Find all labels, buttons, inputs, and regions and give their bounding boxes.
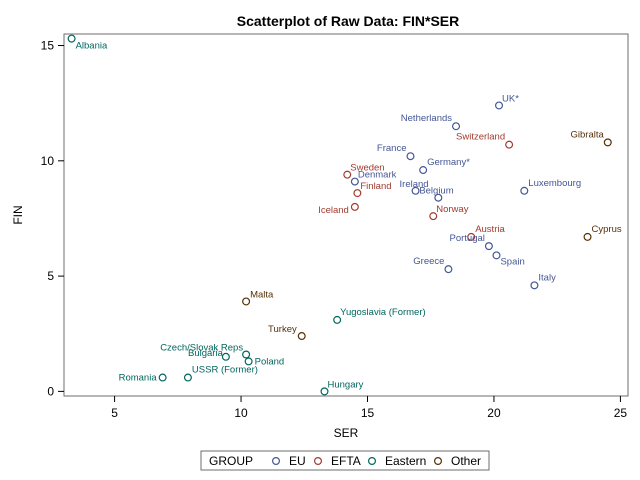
data-point (221, 352, 230, 361)
point-label: Ireland (400, 179, 429, 190)
legend-entry: EU (289, 454, 306, 468)
legend-entry: Other (451, 454, 481, 468)
point-label: Switzerland (456, 132, 505, 143)
point-label: Iceland (318, 205, 349, 216)
y-tick-label: 10 (41, 154, 55, 168)
point-label: Czech/Slovak Reps (160, 342, 243, 353)
point-label: Austria (475, 224, 505, 235)
data-point (353, 189, 362, 198)
point-label: Netherlands (401, 113, 452, 124)
point-label: Poland (255, 356, 285, 367)
point-label: Greece (413, 256, 444, 267)
legend-marker (434, 457, 443, 466)
point-label: USSR (Former) (192, 365, 258, 376)
data-point (244, 357, 253, 366)
point-label: Finland (360, 181, 391, 192)
data-point (444, 265, 453, 274)
point-label: Hungary (328, 379, 364, 390)
point-label: Malta (250, 289, 274, 300)
point-label: Germany* (427, 157, 470, 168)
point-label: Romania (119, 373, 158, 384)
point-label: Belgium (419, 186, 453, 197)
data-point (520, 186, 529, 195)
y-tick-label: 15 (41, 39, 55, 53)
data-point (350, 202, 359, 211)
legend-marker (272, 457, 281, 466)
point-label: Turkey (268, 324, 297, 335)
data-point (467, 232, 476, 241)
y-axis: 0 5 10 15 (41, 39, 64, 398)
point-label: Albania (76, 41, 108, 52)
data-point (484, 242, 493, 251)
data-point (242, 297, 251, 306)
x-tick-label: 5 (111, 406, 118, 420)
data-point (495, 101, 504, 110)
point-label: Gibralta (571, 129, 605, 140)
data-point (411, 186, 420, 195)
data-point (419, 166, 428, 175)
x-axis-label: SER (334, 426, 359, 440)
x-axis: 5 10 15 20 25 (111, 396, 627, 420)
data-point (429, 212, 438, 221)
data-point (492, 251, 501, 260)
x-tick-label: 25 (614, 406, 628, 420)
point-label: Italy (538, 272, 556, 283)
point-label: Bulgaria (188, 348, 224, 359)
point-label: France (377, 143, 407, 154)
data-point (452, 122, 461, 131)
x-tick-label: 20 (487, 406, 501, 420)
data-point (183, 373, 192, 382)
y-tick-label: 5 (47, 269, 54, 283)
legend-marker (314, 457, 323, 466)
point-label: Luxembourg (528, 178, 581, 189)
legend-title: GROUP (209, 454, 253, 468)
point-label: Cyprus (592, 224, 622, 235)
data-point (434, 193, 443, 202)
data-point (343, 170, 352, 179)
point-label: Sweden (350, 163, 384, 174)
data-point (603, 138, 612, 147)
data-point (406, 152, 415, 161)
point-label: Denmark (358, 170, 397, 181)
point-label: UK* (502, 93, 519, 104)
data-point (242, 350, 251, 359)
y-axis-label: FIN (11, 205, 25, 224)
legend-entry: EFTA (331, 454, 361, 468)
data-point (505, 140, 514, 149)
point-label: Portugal (450, 233, 485, 244)
data-point (350, 177, 359, 186)
point-label: Yugoslavia (Former) (340, 307, 426, 318)
chart-title: Scatterplot of Raw Data: FIN*SER (237, 13, 459, 29)
data-points: Albania UK* Netherlands Switzerland Gibralta… (67, 34, 622, 396)
data-point (158, 373, 167, 382)
x-tick-label: 10 (234, 406, 248, 420)
legend-entry: Eastern (385, 454, 426, 468)
data-point (320, 387, 329, 396)
legend: GROUP EU EFTA Eastern Other (200, 450, 490, 471)
data-point (530, 281, 539, 290)
legend-box (200, 450, 490, 471)
data-point (583, 232, 592, 241)
plot-area (63, 33, 629, 397)
data-point (297, 332, 306, 341)
point-label: Norway (436, 204, 468, 215)
point-label: Spain (500, 256, 524, 267)
data-point (333, 315, 342, 324)
legend-marker (368, 457, 377, 466)
data-point (67, 34, 76, 43)
x-tick-label: 15 (361, 406, 375, 420)
y-tick-label: 0 (47, 384, 54, 398)
